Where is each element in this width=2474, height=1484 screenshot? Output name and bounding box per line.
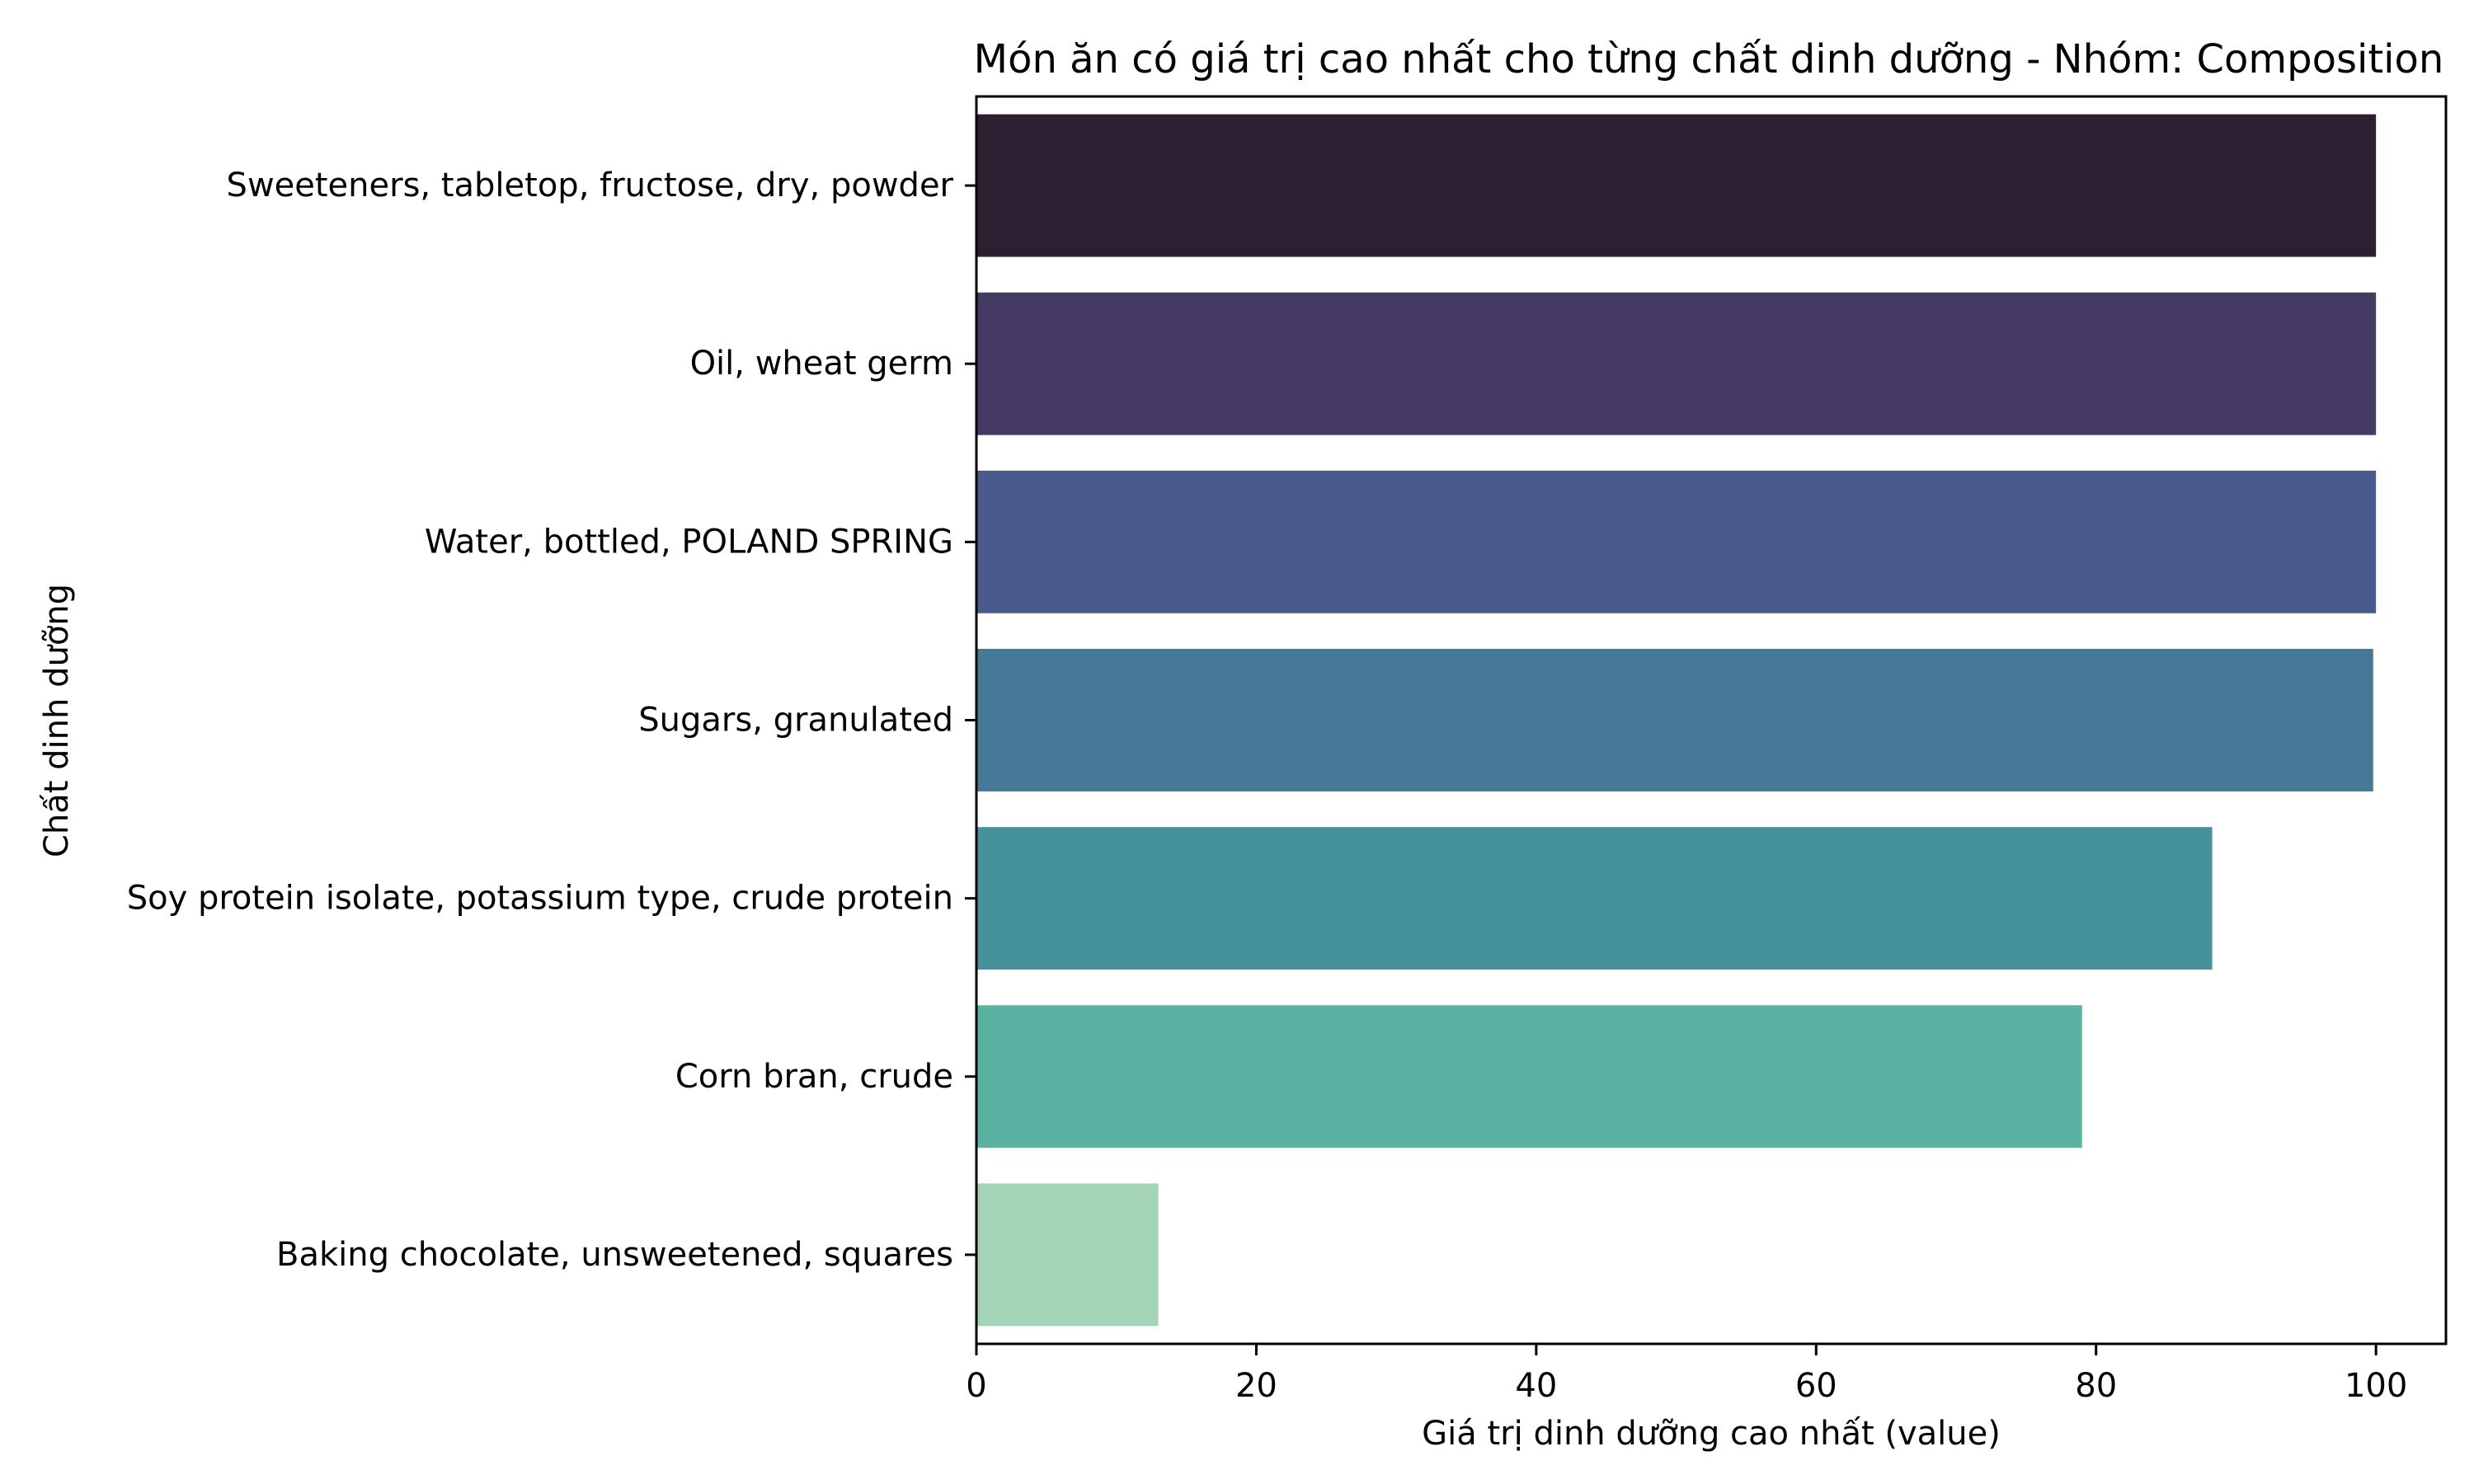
bar xyxy=(976,1183,1159,1327)
y-tick-label: Corn bran, crude xyxy=(675,1058,953,1096)
x-ticks-group: 0 20 40 60 80 100 xyxy=(966,1344,2407,1405)
x-tick-label: 60 xyxy=(1795,1367,1837,1405)
bar xyxy=(976,470,2377,613)
y-tick-label: Sweeteners, tabletop, fructose, dry, pow… xyxy=(227,167,954,204)
bars-group xyxy=(976,114,2377,1327)
x-tick-label: 100 xyxy=(2345,1367,2407,1405)
y-axis-label: Chất dinh dưỡng xyxy=(38,584,76,857)
y-ticks-group: Sweeteners, tabletop, fructose, dry, pow… xyxy=(127,167,976,1274)
bar xyxy=(976,114,2377,257)
x-tick-label: 40 xyxy=(1515,1367,1557,1405)
bar xyxy=(976,1005,2082,1148)
x-tick-label: 80 xyxy=(2075,1367,2117,1405)
bar xyxy=(976,827,2213,970)
bar xyxy=(976,649,2373,791)
plot-frame xyxy=(975,95,2448,1345)
y-tick-label: Water, bottled, POLAND SPRING xyxy=(425,523,953,561)
x-tick-label: 0 xyxy=(966,1367,986,1405)
chart-title: Món ăn có giá trị cao nhất cho từng chất… xyxy=(974,36,2444,82)
x-axis-label: Giá trị dinh dưỡng cao nhất (value) xyxy=(1422,1415,2001,1453)
y-tick-label: Baking chocolate, unsweetened, squares xyxy=(276,1236,953,1274)
y-tick-label: Sugars, granulated xyxy=(638,702,953,740)
x-tick-label: 20 xyxy=(1235,1367,1277,1405)
y-tick-label: Soy protein isolate, potassium type, cru… xyxy=(127,880,953,918)
bar xyxy=(976,292,2377,435)
y-tick-label: Oil, wheat germ xyxy=(690,345,953,383)
